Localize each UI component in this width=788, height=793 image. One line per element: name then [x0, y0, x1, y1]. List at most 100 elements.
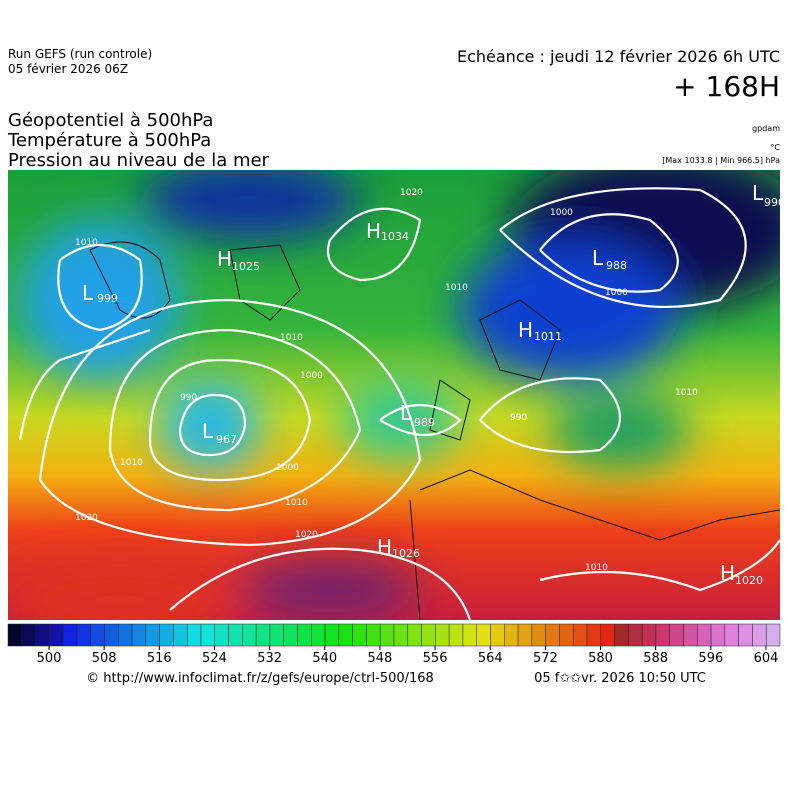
isobar-label: 990 [180, 393, 197, 403]
center-value: 1025 [232, 260, 260, 273]
colorbar-swatch [724, 623, 739, 647]
isobar-label: 1000 [300, 371, 323, 381]
run-date: 05 février 2026 06Z [8, 62, 128, 76]
valid-time: Echéance : jeudi 12 février 2026 6h UTC [457, 47, 780, 66]
colorbar-tick-label: 516 [147, 651, 172, 666]
colorbar-tick-label: 532 [257, 651, 282, 666]
center-letter: L [202, 419, 214, 443]
colorbar-swatch [90, 623, 105, 647]
source-url: © http://www.infoclimat.fr/z/gefs/europe… [86, 671, 434, 686]
isobar-label: 1010 [280, 333, 303, 343]
colorbar-tick-label: 508 [92, 651, 117, 666]
unit: gpdam [752, 124, 780, 133]
isobar-label: 1000 [605, 288, 628, 298]
isobar-label: 990 [510, 413, 527, 423]
colorbar-swatch [628, 623, 643, 647]
colorbar-swatch [669, 623, 684, 647]
unit: °C [770, 143, 780, 152]
colorbar-swatch [49, 623, 64, 647]
colorbar-swatch [76, 623, 91, 647]
colorbar-tick-label: 604 [754, 651, 779, 666]
isobar-label: 1000 [276, 463, 299, 473]
center-value: 990 [764, 196, 785, 209]
lead-time: + 168H [673, 70, 780, 103]
colorbar-swatch [338, 623, 353, 647]
colorbar-swatch [683, 623, 698, 647]
colorbar-swatch [35, 623, 50, 647]
center-letter: H [377, 535, 392, 559]
colorbar-swatch [655, 623, 670, 647]
colorbar-swatch [21, 623, 36, 647]
isobar-label: 1020 [295, 530, 318, 540]
center-letter: L [592, 246, 604, 270]
generated-time: 05 f✩✩vr. 2026 10:50 UTC [534, 671, 706, 686]
colorbar-swatch [393, 623, 409, 647]
colorbar-tick-label: 588 [643, 651, 668, 666]
center-value: 1011 [534, 330, 562, 343]
center-value: 988 [606, 259, 627, 272]
colorbar-swatch [600, 623, 615, 647]
colorbar-swatch [490, 623, 505, 647]
isobar-label: 1010 [675, 388, 698, 398]
isobar-label: 1010 [285, 498, 308, 508]
colorbar-tick-label: 540 [312, 651, 337, 666]
colorbar-swatch [242, 623, 257, 647]
colorbar-tick-label: 548 [368, 651, 393, 666]
run-name: Run GEFS (run controle) [8, 47, 152, 61]
isobar-label: 1010 [120, 458, 143, 468]
colorbar: 500 508 516 524 532 540 548 556 564 572 580 588 596 6… [7, 623, 781, 666]
center-letter: L [752, 181, 764, 205]
colorbar-tick-label: 556 [423, 651, 448, 666]
center-letter: L [82, 281, 94, 305]
colorbar-swatch [62, 623, 78, 647]
unit: [Max 1033.8 | Min 966.5] hPa [662, 156, 780, 165]
colorbar-tick-label: 596 [698, 651, 723, 666]
center-letter: L [400, 401, 412, 425]
isobar-label: 1010 [75, 238, 98, 248]
center-letter: H [720, 561, 735, 585]
colorbar-swatch [448, 623, 464, 647]
center-value: 1020 [735, 574, 763, 587]
title: Température à 500hPa [7, 130, 211, 151]
isobar-label: 1010 [585, 563, 608, 573]
colorbar-swatch [421, 623, 436, 647]
colorbar-swatch [7, 623, 23, 647]
colorbar-swatch [435, 623, 450, 647]
title: Géopotentiel à 500hPa [8, 110, 213, 131]
colorbar-swatch [145, 623, 160, 647]
colorbar-swatch [752, 623, 767, 647]
isobar-label: 1000 [550, 208, 573, 218]
center-letter: H [518, 318, 533, 342]
colorbar-tick-label: 524 [202, 651, 227, 666]
colorbar-swatch [324, 623, 340, 647]
colorbar-tick-label: 580 [588, 651, 613, 666]
colorbar-swatch [559, 623, 574, 647]
colorbar-swatch [545, 623, 560, 647]
colorbar-swatch [531, 623, 546, 647]
map: 1020 1010 1010 1000 1000 1010 1000 1010 1020 1010… [8, 170, 785, 620]
colorbar-swatch [572, 623, 588, 647]
colorbar-swatch [311, 623, 326, 647]
colorbar-swatch [104, 623, 119, 647]
center-letter: H [366, 219, 381, 243]
colorbar-swatch [586, 623, 602, 647]
isobar-label: 1020 [75, 513, 98, 523]
center-value: 1026 [392, 547, 420, 560]
colorbar-swatch [283, 623, 298, 647]
center-letter: H [217, 247, 232, 271]
colorbar-swatch [379, 623, 395, 647]
colorbar-swatch [614, 623, 629, 647]
colorbar-tick-label: 572 [533, 651, 558, 666]
colorbar-swatch [297, 623, 312, 647]
colorbar-swatch [710, 623, 726, 647]
isobar-label: 1020 [400, 188, 423, 198]
colorbar-swatch [186, 623, 202, 647]
colorbar-swatch [173, 623, 188, 647]
center-value: 999 [97, 292, 118, 305]
colorbar-swatch [476, 623, 491, 647]
colorbar-swatch [131, 623, 147, 647]
colorbar-swatch [366, 623, 381, 647]
colorbar-swatch [407, 623, 422, 647]
colorbar-swatch [200, 623, 216, 647]
